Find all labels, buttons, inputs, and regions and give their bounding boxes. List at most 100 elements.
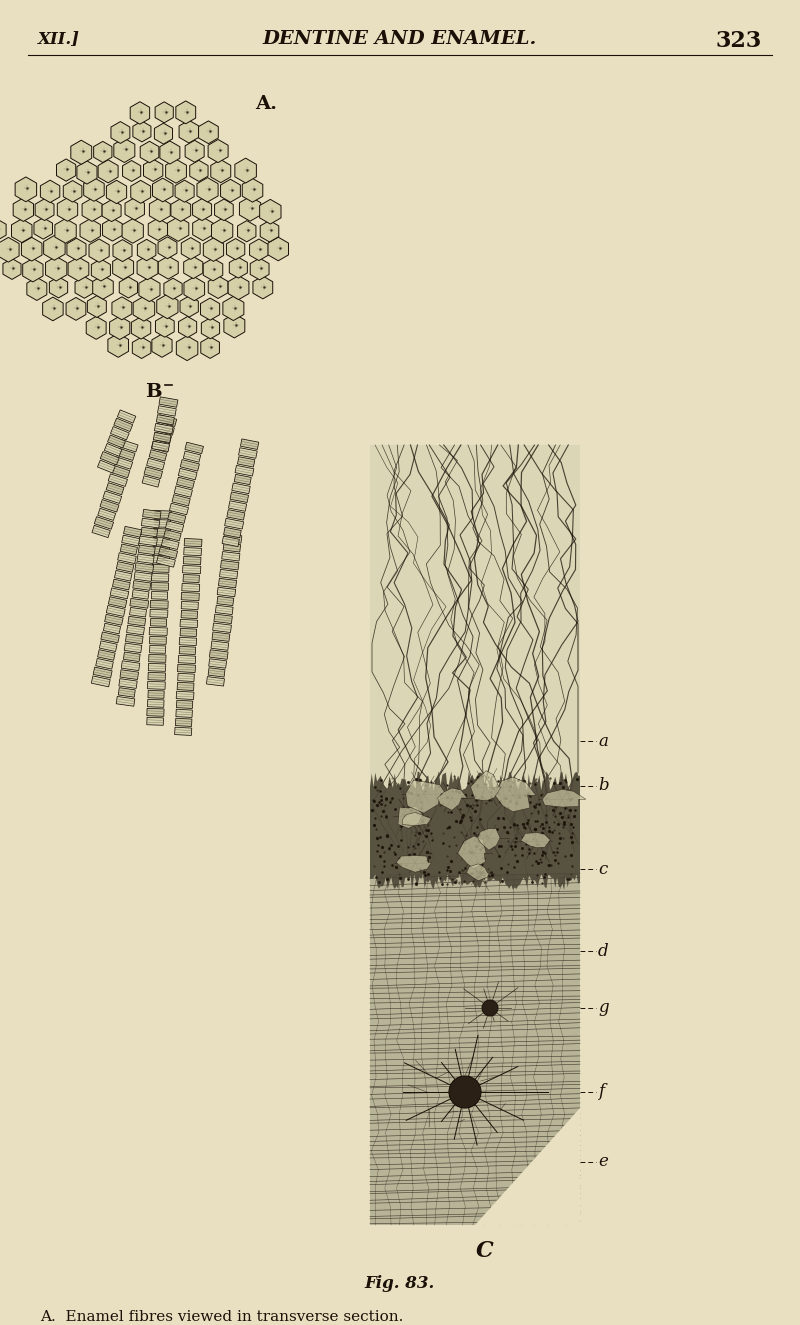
Polygon shape	[150, 627, 167, 636]
Polygon shape	[152, 441, 170, 452]
Polygon shape	[138, 537, 158, 546]
Polygon shape	[221, 560, 239, 570]
Polygon shape	[148, 672, 166, 680]
Polygon shape	[166, 521, 184, 533]
Text: Fig. 83.: Fig. 83.	[365, 1275, 435, 1292]
Polygon shape	[210, 649, 228, 660]
Polygon shape	[521, 832, 551, 848]
Polygon shape	[111, 465, 130, 478]
Polygon shape	[542, 790, 586, 807]
Polygon shape	[184, 547, 202, 555]
Polygon shape	[183, 575, 199, 583]
Polygon shape	[184, 538, 202, 547]
Polygon shape	[402, 812, 431, 825]
Polygon shape	[185, 443, 203, 453]
Polygon shape	[238, 448, 257, 458]
Polygon shape	[147, 700, 164, 708]
Polygon shape	[107, 435, 126, 448]
Polygon shape	[152, 564, 169, 572]
Polygon shape	[100, 452, 119, 465]
Polygon shape	[114, 419, 133, 432]
Polygon shape	[98, 460, 115, 473]
Text: A.  Enamel fibres viewed in transverse section.: A. Enamel fibres viewed in transverse se…	[40, 1310, 403, 1324]
Polygon shape	[150, 645, 166, 653]
Polygon shape	[241, 439, 258, 449]
Polygon shape	[176, 709, 193, 717]
Polygon shape	[98, 649, 115, 660]
Text: b: b	[598, 778, 609, 795]
Polygon shape	[126, 635, 143, 644]
Polygon shape	[114, 457, 133, 469]
Polygon shape	[223, 543, 241, 553]
Polygon shape	[458, 836, 486, 868]
Polygon shape	[179, 637, 197, 645]
Polygon shape	[142, 518, 160, 527]
Polygon shape	[175, 718, 192, 726]
Polygon shape	[149, 449, 166, 461]
Polygon shape	[466, 864, 489, 881]
Text: XII.]: XII.]	[38, 30, 80, 46]
Polygon shape	[225, 518, 244, 529]
Circle shape	[449, 1076, 481, 1108]
Polygon shape	[495, 776, 536, 812]
Polygon shape	[151, 591, 168, 599]
Polygon shape	[144, 466, 162, 478]
Polygon shape	[154, 432, 171, 443]
Polygon shape	[147, 709, 164, 717]
Polygon shape	[398, 806, 423, 828]
Polygon shape	[150, 600, 168, 608]
Polygon shape	[159, 398, 178, 407]
Polygon shape	[120, 545, 138, 555]
Circle shape	[482, 1000, 498, 1016]
Polygon shape	[181, 592, 199, 600]
Polygon shape	[137, 554, 154, 563]
Text: C: C	[476, 1240, 494, 1261]
Polygon shape	[176, 692, 194, 700]
Polygon shape	[235, 465, 254, 476]
Polygon shape	[164, 530, 181, 541]
Polygon shape	[168, 513, 186, 523]
Polygon shape	[146, 458, 165, 470]
Polygon shape	[92, 526, 110, 538]
Polygon shape	[94, 517, 114, 529]
Polygon shape	[120, 669, 138, 680]
Polygon shape	[98, 509, 116, 521]
Polygon shape	[158, 547, 178, 558]
Polygon shape	[154, 510, 171, 518]
Polygon shape	[155, 424, 174, 435]
Polygon shape	[230, 492, 249, 502]
Polygon shape	[106, 482, 124, 494]
Bar	[370, 445, 580, 874]
Polygon shape	[234, 474, 251, 485]
Text: DENTINE AND ENAMEL.: DENTINE AND ENAMEL.	[263, 30, 537, 48]
Polygon shape	[217, 587, 236, 596]
Polygon shape	[182, 566, 201, 574]
Text: A.: A.	[255, 95, 277, 113]
Polygon shape	[154, 424, 173, 433]
Polygon shape	[224, 527, 242, 538]
Polygon shape	[124, 643, 142, 653]
Polygon shape	[149, 655, 166, 662]
Polygon shape	[142, 509, 161, 519]
Polygon shape	[222, 551, 240, 560]
Polygon shape	[170, 504, 189, 514]
Polygon shape	[178, 673, 194, 681]
Polygon shape	[177, 700, 193, 709]
Polygon shape	[227, 510, 245, 521]
Polygon shape	[182, 602, 198, 610]
Polygon shape	[96, 659, 114, 669]
Polygon shape	[119, 678, 138, 689]
Polygon shape	[180, 619, 198, 628]
Polygon shape	[122, 535, 140, 546]
Polygon shape	[178, 664, 195, 673]
Polygon shape	[219, 570, 238, 579]
Polygon shape	[162, 538, 179, 550]
Polygon shape	[158, 415, 177, 427]
Polygon shape	[475, 1108, 580, 1226]
Polygon shape	[153, 529, 170, 537]
Text: c: c	[598, 860, 607, 877]
Polygon shape	[114, 571, 132, 582]
Polygon shape	[106, 606, 125, 616]
Polygon shape	[156, 415, 174, 425]
Polygon shape	[217, 596, 234, 606]
